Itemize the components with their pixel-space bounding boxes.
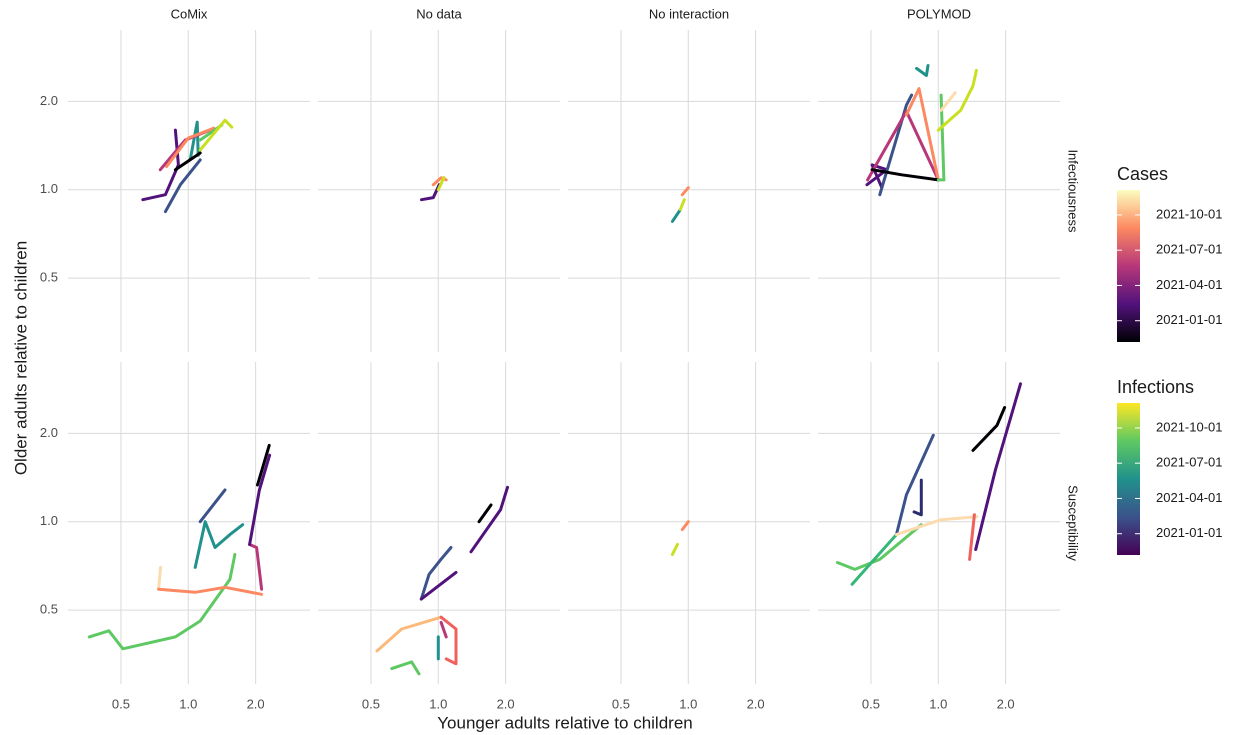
column-strip-label: No data	[416, 6, 462, 21]
trajectory-line	[436, 176, 446, 192]
trajectory-line	[256, 443, 271, 487]
trajectory-line	[469, 485, 509, 554]
legend-colorbar	[1117, 190, 1140, 342]
column-strip-label: No interaction	[649, 6, 729, 21]
x-tick-label: 2.0	[497, 696, 515, 711]
trajectory-line	[680, 186, 690, 197]
legend-tick-label: 2021-10-01	[1156, 206, 1223, 221]
y-tick-label: 0.5	[40, 270, 58, 285]
trajectory-line	[971, 406, 1007, 452]
trajectory-line	[912, 478, 923, 517]
trajectory-line	[670, 208, 682, 223]
y-tick-label: 1.0	[40, 181, 58, 196]
x-tick-label: 0.5	[362, 696, 380, 711]
trajectory-line	[678, 198, 686, 211]
trajectory-line	[894, 433, 935, 537]
trajectory-line	[188, 120, 200, 162]
x-tick-label: 0.5	[612, 696, 630, 711]
legend-tick-label: 2021-01-01	[1156, 312, 1223, 327]
trajectory-line	[680, 520, 690, 532]
x-tick-label: 2.0	[747, 696, 765, 711]
x-tick-label: 2.0	[997, 696, 1015, 711]
x-tick-label: 2.0	[247, 696, 265, 711]
trajectory-line	[894, 515, 979, 537]
x-tick-label: 1.0	[429, 696, 447, 711]
row-strip-label: Infectiousness	[1066, 149, 1081, 233]
trajectory-line	[439, 620, 448, 639]
x-tick-label: 1.0	[679, 696, 697, 711]
trajectory-line	[141, 128, 180, 202]
trajectory-line	[198, 488, 227, 524]
trajectory-line	[835, 523, 923, 571]
row-strip-label: Susceptibility	[1066, 485, 1081, 561]
legend-tick-label: 2021-07-01	[1156, 455, 1223, 470]
trajectory-line	[87, 553, 237, 651]
y-tick-label: 2.0	[40, 425, 58, 440]
trajectory-line	[915, 64, 930, 77]
legend-tick-label: 2021-04-01	[1156, 277, 1223, 292]
legend-tick-label: 2021-01-01	[1156, 525, 1223, 540]
trajectory-line	[939, 91, 957, 112]
trajectory-line	[419, 570, 458, 601]
trajectory-line	[163, 158, 202, 214]
trajectory-line	[866, 109, 940, 182]
x-tick-label: 0.5	[862, 696, 880, 711]
trajectory-line	[850, 533, 898, 586]
x-tick-label: 1.0	[179, 696, 197, 711]
trajectory-line	[390, 660, 421, 676]
trajectory-line	[375, 615, 443, 653]
trajectory-line	[670, 543, 679, 556]
trajectory-line	[248, 543, 264, 591]
y-tick-label: 0.5	[40, 602, 58, 617]
legend-title: Cases	[1117, 164, 1168, 184]
trajectory-line	[439, 615, 458, 666]
x-axis-title: Younger adults relative to children	[437, 713, 692, 732]
trajectory-line	[870, 168, 940, 182]
trajectory-line	[157, 585, 264, 596]
trajectory-line	[198, 118, 234, 152]
legend-colorbar	[1117, 403, 1140, 555]
trajectory-line	[420, 183, 441, 202]
trajectory-line	[904, 87, 940, 182]
y-tick-label: 1.0	[40, 513, 58, 528]
legend-tick-label: 2021-04-01	[1156, 490, 1223, 505]
trajectory-line	[173, 151, 202, 172]
legend-tick-label: 2021-10-01	[1156, 419, 1223, 434]
trajectory-line	[419, 546, 453, 601]
x-tick-label: 1.0	[929, 696, 947, 711]
y-axis-title: Older adults relative to children	[11, 241, 30, 475]
x-tick-label: 0.5	[112, 696, 130, 711]
trajectory-line	[878, 93, 914, 197]
trajectory-line	[865, 163, 889, 190]
trajectory-line	[248, 453, 272, 546]
trajectory-line	[974, 382, 1022, 551]
trajectory-line	[936, 68, 978, 132]
y-tick-label: 2.0	[40, 93, 58, 108]
legend-title: Infections	[1117, 377, 1194, 397]
trajectory-line	[165, 126, 216, 168]
column-strip-label: CoMix	[171, 6, 208, 21]
legend-tick-label: 2021-07-01	[1156, 242, 1223, 257]
trajectory-line	[157, 565, 163, 591]
trajectory-line	[936, 93, 946, 182]
column-strip-label: POLYMOD	[907, 6, 971, 21]
trajectory-line	[193, 520, 245, 569]
trajectory-line	[968, 513, 976, 561]
trajectory-line	[477, 503, 493, 524]
